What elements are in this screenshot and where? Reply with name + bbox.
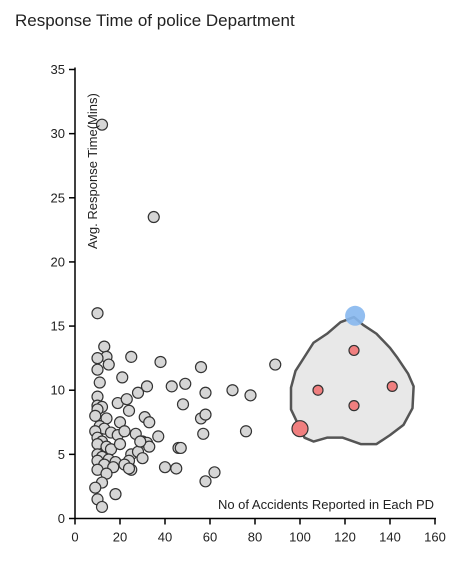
data-point[interactable] [226, 384, 239, 397]
data-point[interactable] [199, 408, 212, 421]
data-point[interactable] [140, 380, 154, 393]
data-point[interactable] [147, 210, 160, 224]
chart-title: Response Time of police Department [15, 11, 295, 30]
y-tick-label: 30 [51, 126, 65, 141]
data-point[interactable] [91, 363, 104, 376]
points-layer [89, 118, 282, 514]
data-point[interactable] [109, 488, 122, 501]
y-tick-label: 0 [58, 511, 65, 526]
data-point[interactable] [170, 462, 183, 475]
selected-data-point[interactable] [348, 400, 360, 412]
data-point[interactable] [143, 440, 156, 453]
axes-layer: 0 5 10 15 20 25 30 35 0 20 40 60 80 100 120 140 160 [51, 62, 446, 545]
selected-data-point[interactable] [348, 344, 360, 357]
data-point[interactable] [91, 307, 104, 320]
data-point[interactable] [194, 361, 208, 374]
data-point[interactable] [179, 377, 192, 390]
data-point[interactable] [199, 386, 212, 399]
data-point[interactable] [176, 398, 190, 411]
x-tick-label: 140 [379, 530, 401, 545]
selected-data-point[interactable] [291, 420, 309, 438]
data-point[interactable] [120, 393, 133, 406]
x-tick-label: 40 [158, 530, 172, 545]
x-tick-label: 60 [203, 530, 217, 545]
data-point[interactable] [197, 427, 210, 440]
x-tick-label: 20 [113, 530, 127, 545]
data-point[interactable] [89, 481, 102, 494]
y-tick-label: 20 [51, 254, 65, 269]
x-tick-label: 100 [289, 530, 311, 545]
data-point[interactable] [269, 358, 282, 371]
lasso-selection[interactable] [289, 315, 415, 446]
data-point[interactable] [113, 437, 127, 451]
data-point[interactable] [131, 386, 145, 399]
x-tick-label: 120 [334, 530, 356, 545]
data-point[interactable] [152, 430, 165, 443]
data-point[interactable] [244, 389, 257, 402]
y-tick-label: 25 [51, 190, 65, 205]
selected-data-point[interactable] [312, 384, 324, 396]
data-point[interactable] [165, 380, 178, 393]
data-point[interactable] [158, 461, 172, 474]
y-tick-label: 15 [51, 319, 65, 334]
x-tick-label: 0 [71, 530, 78, 545]
lasso-layer [289, 315, 415, 446]
data-point[interactable] [89, 409, 102, 422]
data-point[interactable] [95, 118, 109, 131]
data-point[interactable] [102, 358, 115, 371]
data-point[interactable] [154, 355, 167, 369]
data-point[interactable] [122, 462, 136, 475]
data-point[interactable] [134, 435, 147, 448]
data-point[interactable] [199, 475, 212, 488]
selected-points-layer [291, 305, 398, 438]
data-point[interactable] [95, 500, 109, 514]
data-point[interactable] [208, 466, 221, 479]
x-tick-label: 80 [248, 530, 262, 545]
data-point[interactable] [98, 340, 111, 353]
y-tick-label: 10 [51, 383, 65, 398]
data-point[interactable] [122, 404, 136, 417]
data-point[interactable] [91, 352, 104, 365]
data-point[interactable] [239, 425, 253, 438]
data-point[interactable] [174, 441, 187, 455]
x-tick-label: 160 [424, 530, 446, 545]
selected-data-point[interactable] [386, 380, 398, 392]
data-point[interactable] [143, 416, 156, 429]
data-point[interactable] [93, 376, 106, 389]
data-point[interactable] [136, 452, 149, 465]
y-tick-label: 5 [58, 447, 65, 462]
data-point[interactable] [118, 425, 131, 438]
data-point[interactable] [116, 371, 129, 384]
y-axis-label: Avg. Response Time(Mins) [85, 93, 100, 249]
data-point[interactable] [125, 350, 138, 363]
lasso-anchor-handle[interactable] [345, 305, 366, 326]
y-tick-label: 35 [51, 62, 65, 77]
x-axis-label: No of Accidents Reported in Each PD [218, 497, 434, 512]
